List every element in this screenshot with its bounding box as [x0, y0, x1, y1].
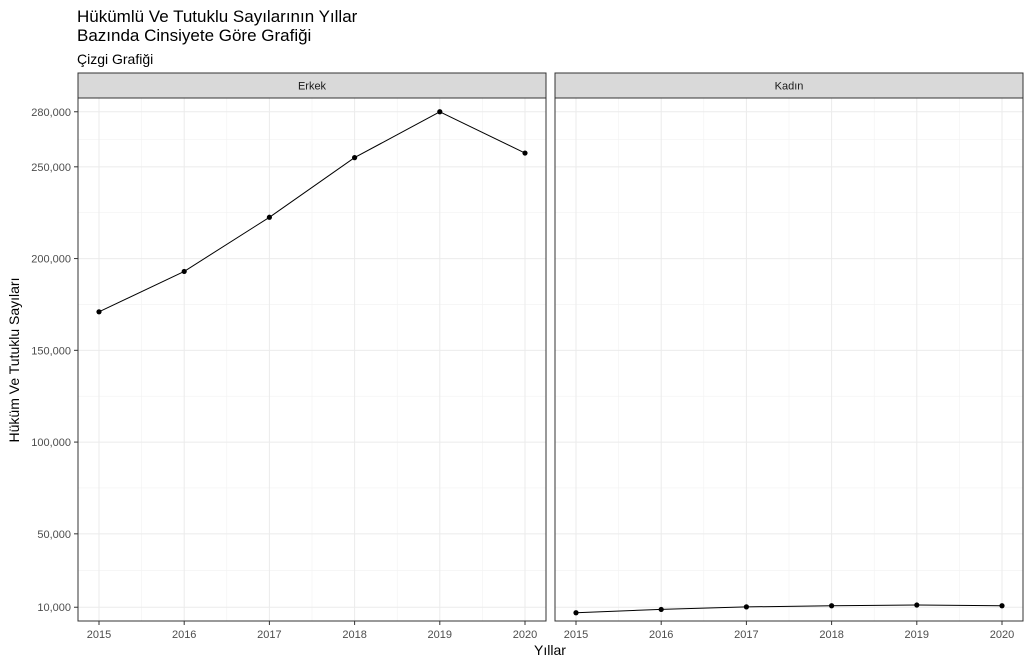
data-point	[266, 214, 272, 220]
x-tick-label: 2017	[734, 629, 758, 641]
y-axis-title: Hüküm Ve Tutuklu Sayıları	[6, 278, 22, 443]
facet-panel: Erkek 2015 2016 2017 2018 2019 2020 10,000 50,00…	[31, 72, 547, 641]
y-tick-label: 250,000	[31, 162, 71, 174]
data-point	[522, 150, 528, 156]
y-tick-label: 200,000	[31, 254, 71, 266]
facet-panel: Kadın 2015 2016 2017 2018 2019 2020	[554, 72, 1024, 641]
y-tick-label: 50,000	[37, 529, 71, 541]
data-point	[573, 610, 579, 616]
facet-strip	[554, 72, 1024, 99]
data-point	[352, 155, 358, 161]
x-tick-label: 2019	[905, 629, 929, 641]
facet-panels: Erkek 2015 2016 2017 2018 2019 2020 10,000 50,00…	[31, 72, 1024, 641]
data-point	[914, 602, 920, 608]
series-line	[98, 111, 526, 313]
chart-subtitle: Çizgi Grafiği	[77, 51, 153, 67]
x-tick-label: 2020	[990, 629, 1014, 641]
series-line	[575, 604, 1003, 614]
x-tick-label: 2018	[819, 629, 843, 641]
chart-title-line-1: Hükümlü Ve Tutuklu Sayılarının Yıllar	[77, 7, 358, 26]
data-point	[437, 109, 443, 115]
data-point	[96, 309, 102, 315]
data-point	[743, 604, 750, 610]
x-tick-label: 2015	[564, 629, 588, 641]
chart-title-line-2: Bazında Cinsiyete Göre Grafiği	[77, 26, 311, 45]
y-tick-label: 150,000	[31, 345, 71, 357]
facet-strip-label: Erkek	[298, 81, 327, 93]
x-tick-label: 2018	[342, 629, 366, 641]
data-point	[999, 603, 1005, 609]
y-tick-label: 100,000	[31, 437, 71, 449]
x-tick-label: 2019	[428, 629, 452, 641]
y-tick-label: 280,000	[31, 107, 71, 119]
x-tick-label: 2017	[257, 629, 281, 641]
data-point	[658, 606, 664, 613]
panel-border	[77, 97, 547, 622]
x-axis-title: Yıllar	[534, 642, 566, 658]
x-tick-label: 2015	[87, 629, 111, 641]
panel-border	[554, 97, 1024, 622]
x-tick-label: 2016	[172, 629, 196, 641]
facet-strip	[77, 72, 547, 99]
data-point	[829, 603, 835, 609]
data-point	[181, 268, 187, 275]
x-tick-label: 2016	[649, 629, 673, 641]
x-tick-label: 2020	[513, 629, 537, 641]
facet-strip-label: Kadın	[775, 81, 804, 93]
y-tick-label: 10,000	[37, 602, 71, 614]
